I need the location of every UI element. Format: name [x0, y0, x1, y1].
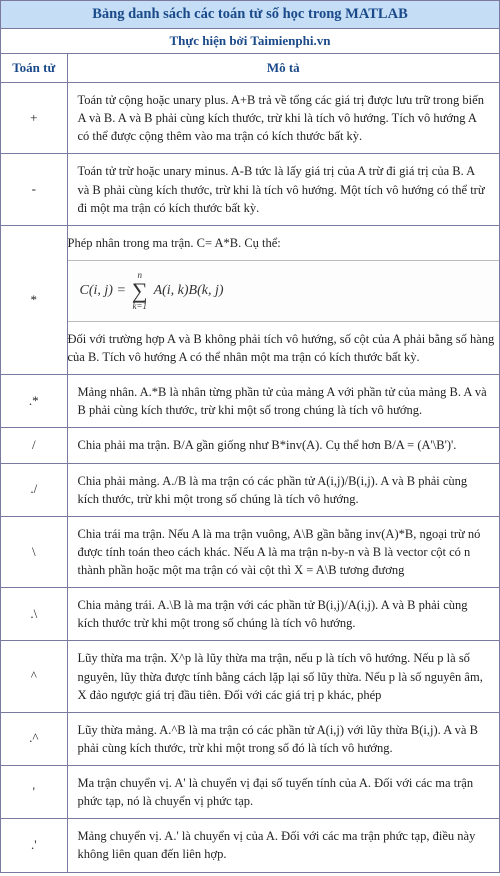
- table-row: .\ Chia mảng trái. A.\B là ma trận với c…: [1, 588, 499, 641]
- desc-cell: Mảng nhân. A.*B là nhân từng phần tử của…: [67, 375, 499, 428]
- op-cell: .^: [1, 712, 67, 765]
- table-row: - Toán tử trừ hoặc unary minus. A-B tức …: [1, 154, 499, 225]
- col-header-operator: Toán tử: [1, 54, 67, 83]
- desc-cell-composite: Phép nhân trong ma trận. C= A*B. Cụ thể:…: [67, 225, 499, 374]
- op-cell: \: [1, 516, 67, 587]
- table-row: .^ Lũy thừa mảng. A.^B là ma trận có các…: [1, 712, 499, 765]
- desc-cell: Chia phải mảng. A./B là ma trận có các p…: [67, 463, 499, 516]
- col-header-description: Mô tả: [67, 54, 499, 83]
- op-cell: .*: [1, 375, 67, 428]
- formula-intro: Phép nhân trong ma trận. C= A*B. Cụ thể:: [68, 226, 500, 260]
- op-cell: -: [1, 154, 67, 225]
- desc-cell: Chia phải ma trận. B/A gần giống như B*i…: [67, 428, 499, 463]
- formula-lhs: C(i, j) =: [80, 281, 126, 301]
- desc-cell: Toán tử cộng hoặc unary plus. A+B trả về…: [67, 83, 499, 154]
- op-cell: /: [1, 428, 67, 463]
- op-cell: ./: [1, 463, 67, 516]
- table-row: * Phép nhân trong ma trận. C= A*B. Cụ th…: [1, 225, 499, 374]
- operators-table: Toán tử Mô tả + Toán tử cộng hoặc unary …: [1, 54, 499, 872]
- table-row: .' Mảng chuyển vị. A.' là chuyển vị của …: [1, 819, 499, 872]
- table-row: + Toán tử cộng hoặc unary plus. A+B trả …: [1, 83, 499, 154]
- op-cell: +: [1, 83, 67, 154]
- desc-cell: Ma trận chuyển vị. A' là chuyển vị đại s…: [67, 766, 499, 819]
- table-row: ./ Chia phải mảng. A./B là ma trận có cá…: [1, 463, 499, 516]
- table-row: .* Mảng nhân. A.*B là nhân từng phần tử …: [1, 375, 499, 428]
- desc-cell: Lũy thừa mảng. A.^B là ma trận có các ph…: [67, 712, 499, 765]
- op-cell: ^: [1, 641, 67, 712]
- op-cell: .\: [1, 588, 67, 641]
- desc-cell: Mảng chuyển vị. A.' là chuyển vị của A. …: [67, 819, 499, 872]
- page-title: Bảng danh sách các toán tử số học trong …: [1, 1, 499, 29]
- table-row: / Chia phải ma trận. B/A gần giống như B…: [1, 428, 499, 463]
- formula-block: C(i, j) = n ∑ k=1 A(i, k)B(k, j): [68, 260, 500, 322]
- desc-cell: Chia trái ma trận. Nếu A là ma trận vuôn…: [67, 516, 499, 587]
- table-container: Bảng danh sách các toán tử số học trong …: [0, 0, 500, 873]
- table-row: \ Chia trái ma trận. Nếu A là ma trận vu…: [1, 516, 499, 587]
- sum-lower: k=1: [132, 302, 147, 311]
- sigma-icon: n ∑ k=1: [132, 271, 148, 311]
- op-cell: .': [1, 819, 67, 872]
- table-row: ' Ma trận chuyển vị. A' là chuyển vị đại…: [1, 766, 499, 819]
- table-row: ^ Lũy thừa ma trận. X^p là lũy thừa ma t…: [1, 641, 499, 712]
- formula-outro: Đối với trường hợp A và B không phải tíc…: [68, 322, 500, 374]
- op-cell: ': [1, 766, 67, 819]
- formula-rhs: A(i, k)B(k, j): [154, 281, 224, 301]
- desc-cell: Chia mảng trái. A.\B là ma trận với các …: [67, 588, 499, 641]
- op-cell: *: [1, 225, 67, 374]
- desc-cell: Toán tử trừ hoặc unary minus. A-B tức là…: [67, 154, 499, 225]
- desc-cell: Lũy thừa ma trận. X^p là lũy thừa ma trậ…: [67, 641, 499, 712]
- page-subtitle: Thực hiện bởi Taimienphi.vn: [1, 29, 499, 54]
- table-header-row: Toán tử Mô tả: [1, 54, 499, 83]
